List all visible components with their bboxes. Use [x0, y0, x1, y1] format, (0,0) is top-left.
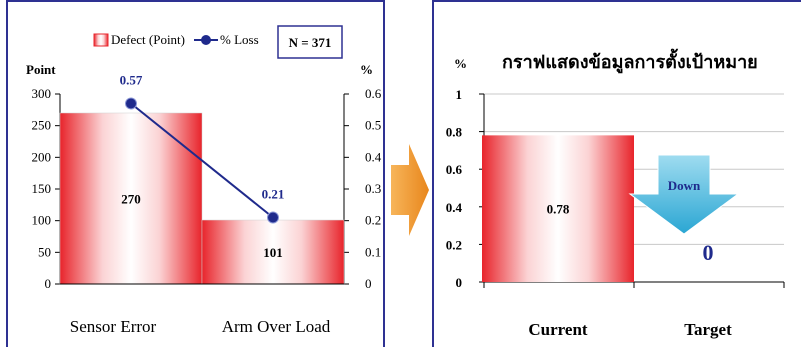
category-label-sensor-error: Sensor Error: [70, 317, 157, 336]
down-callout-label: Down: [668, 178, 701, 193]
y-tick-label: 50: [38, 244, 51, 259]
y-tick-label: 150: [32, 181, 52, 196]
transition-arrow-icon: [391, 144, 429, 236]
chart-title: กราฟแสดงข้อมูลการตั้งเป้าหมาย: [502, 48, 758, 74]
y-tick-label: 0: [45, 276, 52, 291]
y-tick-label: 0.4: [446, 200, 463, 215]
y-tick-label: 0: [456, 275, 463, 290]
y-tick-label: 1: [456, 87, 463, 102]
target-plot-area: 0 0.2 0.4 0.6 0.8 1 0.78: [446, 87, 785, 290]
pareto-chart: Defect (Point) % Loss N = 371 Point % 0 5…: [26, 25, 382, 336]
sample-size-box: [277, 25, 343, 59]
y-axis-title: Point: [26, 62, 56, 77]
y2-tick-label: 0: [365, 276, 372, 291]
bar-current: [482, 135, 634, 282]
y-tick-label: 100: [32, 213, 52, 228]
legend-line-marker: [201, 35, 211, 45]
y-axis-title: %: [454, 56, 467, 71]
category-label-target: Target: [684, 320, 732, 339]
y-tick-label: 0.2: [446, 237, 462, 252]
bar-value-label: 101: [263, 245, 283, 260]
y2-tick-label: 0.5: [365, 118, 381, 133]
loss-value-label: 0.21: [262, 187, 285, 202]
loss-line: [130, 102, 274, 219]
bar-value-label: 0.78: [547, 202, 570, 217]
sample-size-label: N = 371: [289, 35, 332, 50]
target-chart-panel: % กราฟแสดงข้อมูลการตั้งเป้าหมาย 0 0.2 0.4 0…: [432, 0, 801, 347]
down-arrow-icon: Down: [628, 154, 740, 235]
category-label-arm-over-load: Arm Over Load: [222, 317, 331, 336]
legend-line-label: % Loss: [220, 32, 259, 47]
y-tick-label: 200: [32, 149, 52, 164]
y2-tick-label: 0.2: [365, 213, 381, 228]
pareto-chart-panel: Defect (Point) % Loss N = 371 Point % 0 5…: [6, 0, 385, 347]
y-tick-label: 0.6: [446, 162, 463, 177]
loss-point: [267, 211, 279, 224]
loss-value-label: 0.57: [120, 73, 143, 88]
legend-bar-swatch: [93, 33, 109, 47]
y2-tick-label: 0.1: [365, 244, 381, 259]
loss-point: [125, 97, 137, 110]
y-tick-label: 250: [32, 118, 52, 133]
y2-tick-label: 0.4: [365, 149, 382, 164]
legend-bar-label: Defect (Point): [111, 32, 185, 47]
pareto-plot-area: 0 50 100 150 200 250 300 0 0.1 0.2 0.3 0.4 0.5 0.6 270…: [32, 73, 382, 292]
bar-value-label: 270: [121, 192, 141, 207]
y2-tick-label: 0.6: [365, 86, 382, 101]
bar-1: [201, 219, 345, 285]
y2-tick-label: 0.3: [365, 181, 381, 196]
category-label-current: Current: [528, 320, 588, 339]
target-value-label: 0: [703, 240, 714, 265]
y-tick-label: 300: [32, 86, 52, 101]
target-chart: % กราฟแสดงข้อมูลการตั้งเป้าหมาย 00.20.40…: [446, 48, 785, 339]
y-tick-label: 0.8: [446, 125, 463, 140]
y2-axis-title: %: [360, 62, 373, 77]
